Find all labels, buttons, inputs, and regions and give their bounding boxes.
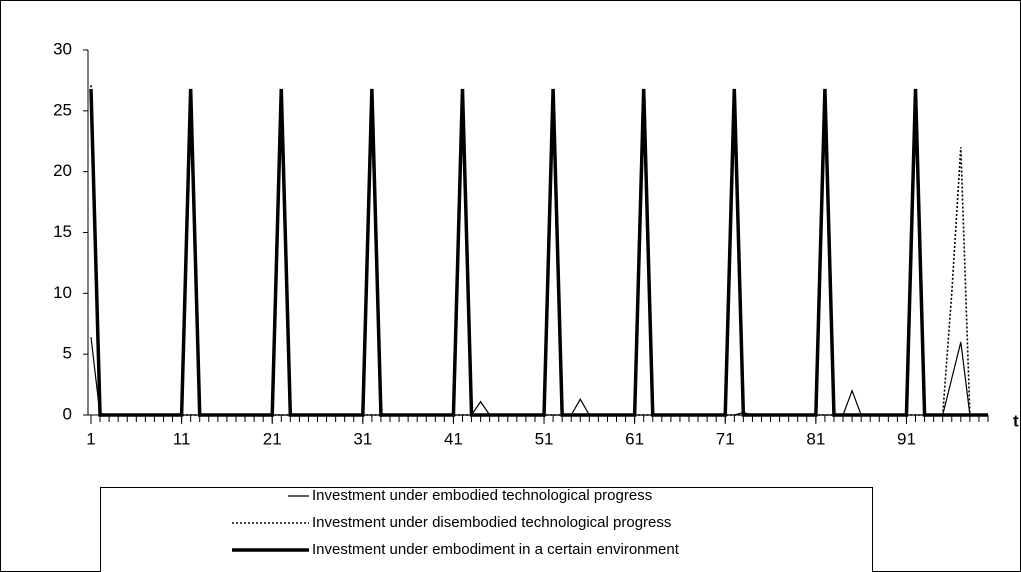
x-tick-label: 31 [353, 429, 372, 448]
y-tick-label: 0 [63, 404, 72, 423]
y-tick-label: 5 [63, 344, 72, 363]
x-tick-label: 21 [263, 429, 282, 448]
x-tick-label: 11 [173, 429, 191, 448]
legend-label: Investment under embodiment in a certain… [312, 541, 680, 558]
y-tick-label: 25 [53, 100, 72, 119]
legend-label: Investment under embodied technological … [312, 487, 652, 504]
x-tick-label: 61 [625, 429, 644, 448]
x-axis-label: t [1013, 411, 1019, 430]
x-tick-label: 91 [897, 429, 916, 448]
y-tick-label: 15 [53, 222, 72, 241]
y-tick-label: 20 [53, 161, 72, 180]
x-tick-label: 1 [86, 429, 95, 448]
y-tick-label: 10 [53, 283, 72, 302]
legend-box [100, 487, 873, 572]
x-tick-label: 51 [535, 429, 554, 448]
x-tick-label: 81 [806, 429, 825, 448]
y-tick-label: 30 [53, 39, 72, 58]
legend-label: Investment under disembodied technologic… [312, 514, 671, 531]
series-line [89, 88, 988, 417]
x-tick-label: 71 [716, 429, 735, 448]
x-tick-label: 41 [444, 429, 463, 448]
